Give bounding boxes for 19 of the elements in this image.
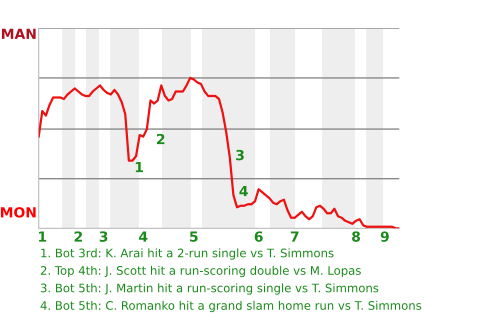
x-tick-label: 1 [39, 232, 46, 242]
annotation: 2 [156, 134, 164, 144]
x-tick-label: 4 [139, 232, 148, 242]
text: 4. Bot 5th: C. Romanko hit a grand slam home run vs T. Simmons [40, 300, 422, 312]
text: MAN [2, 28, 36, 39]
x-tick-label: 8 [352, 231, 360, 242]
x-tick-label: 6 [254, 231, 263, 242]
x-tick-label: 3 [100, 231, 108, 242]
x-tick-label: 7 [290, 232, 298, 242]
annotation: 3 [236, 150, 244, 160]
text: 3. Bot 5th: J. Martin hit a run-scoring single vs T. Simmons [40, 283, 378, 295]
annotation: 1 [136, 162, 143, 172]
x-tick-label: 9 [380, 231, 389, 242]
x-tick-label: 5 [190, 232, 198, 242]
text: 1. Bot 3rd: K. Arai hit a 2-run single vs T. Simmons [41, 248, 334, 260]
x-tick-label: 2 [74, 231, 82, 242]
text: MON [0, 207, 36, 218]
text: 2. Top 4th: J. Scott hit a run-scoring double vs M. Lopas [40, 266, 361, 278]
annotation: 4 [239, 186, 248, 196]
